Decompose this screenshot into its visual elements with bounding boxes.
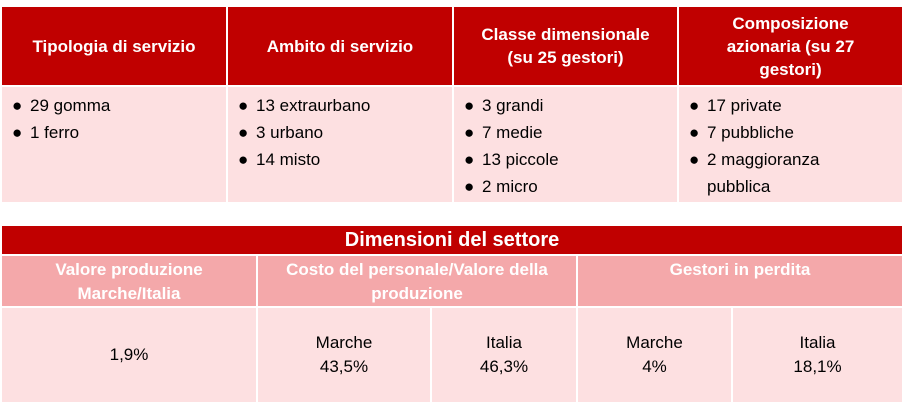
list-item: ● 13 extraurbano xyxy=(238,96,371,115)
list-item: ● 2 micro xyxy=(464,177,538,196)
list-item: ● 17 private xyxy=(689,96,782,115)
costo-italia-label: Italia xyxy=(486,333,522,352)
header-composizione: Composizione azionaria (su 27 gestori) xyxy=(677,5,904,87)
list-item: ● 13 piccole xyxy=(464,150,559,169)
perdita-marche-cell: Marche 4% xyxy=(576,306,733,404)
costo-italia-value: 46,3% xyxy=(479,357,529,376)
list-item: ● 2 maggioranza pubblica xyxy=(689,150,820,196)
perdita-marche-value: 4% xyxy=(642,357,667,376)
list-item: ● 14 misto xyxy=(238,150,321,169)
list-item: ● 1 ferro xyxy=(12,123,80,142)
sector-table: Dimensioni del settore Valore produzione… xyxy=(0,224,904,404)
header-tipologia: Tipologia di servizio xyxy=(0,5,228,87)
list-item: ● 7 medie xyxy=(464,123,543,142)
perdita-italia-cell: Italia 18,1% xyxy=(730,306,904,404)
tipologia-list: ● 29 gomma ● 1 ferro xyxy=(0,85,228,204)
costo-marche-cell: Marche 43,5% xyxy=(256,306,432,404)
perdita-italia-value: 18,1% xyxy=(793,357,842,376)
costo-marche-label: Marche xyxy=(315,333,373,352)
list-item: ● 3 grandi xyxy=(464,96,544,115)
header-gestori-perdita: Gestori in perdita xyxy=(575,254,904,308)
header-ambito: Ambito di servizio xyxy=(226,5,454,87)
costo-italia-cell: Italia 46,3% xyxy=(430,306,578,404)
ambito-list: ● 13 extraurbano ● 3 urbano ● 14 misto xyxy=(226,85,454,204)
header-costo-personale: Costo del personale/Valore della produzi… xyxy=(256,254,578,308)
costo-marche-value: 43,5% xyxy=(319,357,369,376)
list-item: ● 3 urbano xyxy=(238,123,324,142)
classe-list: ● 3 grandi ● 7 medie ● 13 piccole ● 2 micro xyxy=(452,85,679,204)
perdita-marche-label: Marche xyxy=(626,333,683,352)
composizione-list: ● 17 private ● 7 pubbliche ● 2 maggioranza … xyxy=(677,85,904,204)
sector-title: Dimensioni del settore xyxy=(0,224,904,256)
list-item: ● 29 gomma xyxy=(12,96,111,115)
header-classe: Classe dimensionale (su 25 gestori) xyxy=(452,5,679,87)
header-valore-produzione: Valore produzione Marche/Italia xyxy=(0,254,258,308)
perdita-italia-label: Italia xyxy=(799,333,836,352)
profile-table: Tipologia di servizio Ambito di servizio… xyxy=(0,5,904,204)
list-item: ● 7 pubbliche xyxy=(689,123,794,142)
valore-produzione-cell: 1,9% xyxy=(0,306,258,404)
